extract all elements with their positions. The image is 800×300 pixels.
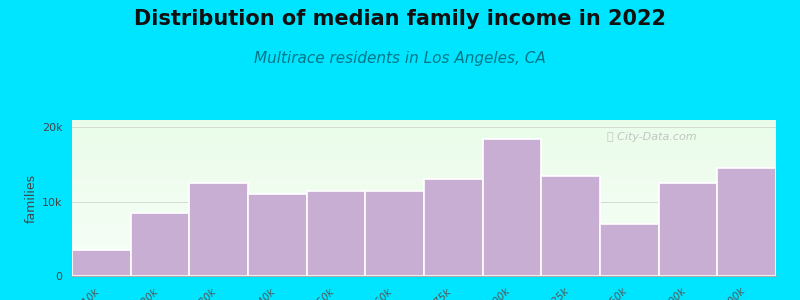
Bar bbox=[248, 194, 306, 276]
Y-axis label: families: families bbox=[25, 173, 38, 223]
Bar bbox=[718, 168, 776, 276]
Bar bbox=[542, 176, 600, 276]
Bar bbox=[600, 224, 658, 276]
Bar bbox=[482, 139, 542, 276]
Bar bbox=[190, 183, 248, 276]
Bar bbox=[658, 183, 718, 276]
Bar bbox=[306, 190, 366, 276]
Text: Distribution of median family income in 2022: Distribution of median family income in … bbox=[134, 9, 666, 29]
Bar bbox=[424, 179, 482, 276]
Bar bbox=[72, 250, 130, 276]
Bar bbox=[72, 250, 130, 276]
Text: Multirace residents in Los Angeles, CA: Multirace residents in Los Angeles, CA bbox=[254, 51, 546, 66]
Bar bbox=[658, 183, 718, 276]
Text: ⓘ City-Data.com: ⓘ City-Data.com bbox=[607, 133, 697, 142]
Bar bbox=[130, 213, 190, 276]
Bar bbox=[482, 139, 542, 276]
Bar bbox=[366, 190, 424, 276]
Bar bbox=[130, 213, 190, 276]
Bar bbox=[542, 176, 600, 276]
Bar bbox=[190, 183, 248, 276]
Bar bbox=[248, 194, 306, 276]
Bar bbox=[306, 190, 366, 276]
Bar bbox=[424, 179, 482, 276]
Bar bbox=[600, 224, 658, 276]
Bar bbox=[366, 190, 424, 276]
Bar bbox=[718, 168, 776, 276]
